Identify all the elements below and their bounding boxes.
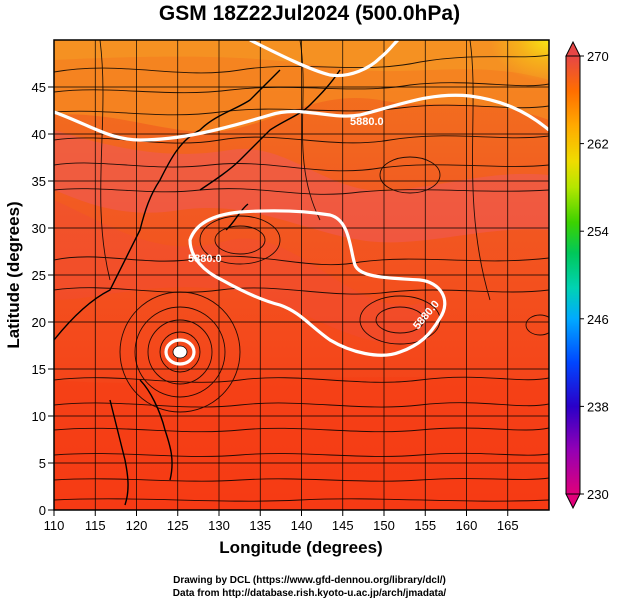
x-tick-label: 110: [44, 518, 65, 533]
y-tick-label: 25: [32, 268, 46, 283]
y-tick-label: 30: [32, 221, 46, 236]
credit-line-2: Data from http://database.rish.kyoto-u.a…: [172, 588, 447, 599]
colorbar-tick-label: 246: [587, 312, 609, 327]
geopotential-contours: [54, 40, 549, 366]
contour-outlines: [172, 345, 188, 359]
contour-line: [164, 338, 196, 366]
x-tick-label: 165: [497, 518, 519, 533]
x-tick-label: 145: [332, 518, 354, 533]
map-title: GSM 18Z22Jul2024 (500.0hPa): [158, 2, 461, 25]
x-tick-label: 155: [414, 518, 436, 533]
credit-line-1: Drawing by DCL (https://www.gfd-dennou.o…: [173, 575, 446, 586]
x-tick-label: 115: [85, 518, 106, 533]
contour-line: [188, 209, 447, 357]
y-tick-marks: [48, 86, 54, 511]
contour-line: [249, 40, 400, 78]
contour-label: 5880.0: [350, 116, 384, 128]
x-tick-label: 120: [126, 518, 148, 533]
x-tick-labels: 110 115 120 125 130 135 140 145 150 155 …: [44, 518, 519, 533]
colorbar-lower-arrow: [565, 493, 581, 510]
x-axis-label: Longitude (degrees): [219, 538, 382, 557]
contour-line: [54, 93, 549, 142]
colorbar-tick-label: 230: [587, 487, 609, 502]
contour-label: 5880.0: [188, 253, 222, 265]
colorbar-upper-arrow: [565, 40, 581, 57]
colorbar: 270 262 254 246 238 230: [565, 40, 609, 510]
colorbar-tick-label: 262: [587, 137, 609, 152]
colorbar-tick-label: 270: [587, 49, 609, 64]
x-tick-label: 135: [249, 518, 271, 533]
x-tick-marks: [53, 510, 509, 516]
wind-streamlines: [54, 40, 549, 502]
x-tick-label: 140: [291, 518, 313, 533]
y-tick-label: 10: [32, 409, 46, 424]
colorbar-tick-label: 254: [587, 224, 609, 239]
y-tick-labels: 0 5 10 15 20 25 30 35 40 45: [32, 80, 46, 518]
x-tick-label: 160: [456, 518, 478, 533]
y-axis-label: Latitude (degrees): [4, 201, 23, 348]
y-tick-label: 15: [32, 362, 46, 377]
y-tick-label: 5: [39, 456, 46, 471]
y-tick-label: 20: [32, 315, 46, 330]
graticule: [54, 40, 549, 510]
x-tick-label: 150: [373, 518, 395, 533]
colorbar-gradient: [565, 55, 581, 495]
y-tick-label: 45: [32, 80, 46, 95]
colorbar-tick-label: 238: [587, 399, 609, 414]
y-tick-label: 40: [32, 127, 46, 142]
x-tick-label: 125: [167, 518, 189, 533]
y-tick-label: 35: [32, 174, 46, 189]
x-tick-label: 130: [208, 518, 230, 533]
y-tick-label: 0: [39, 503, 46, 518]
